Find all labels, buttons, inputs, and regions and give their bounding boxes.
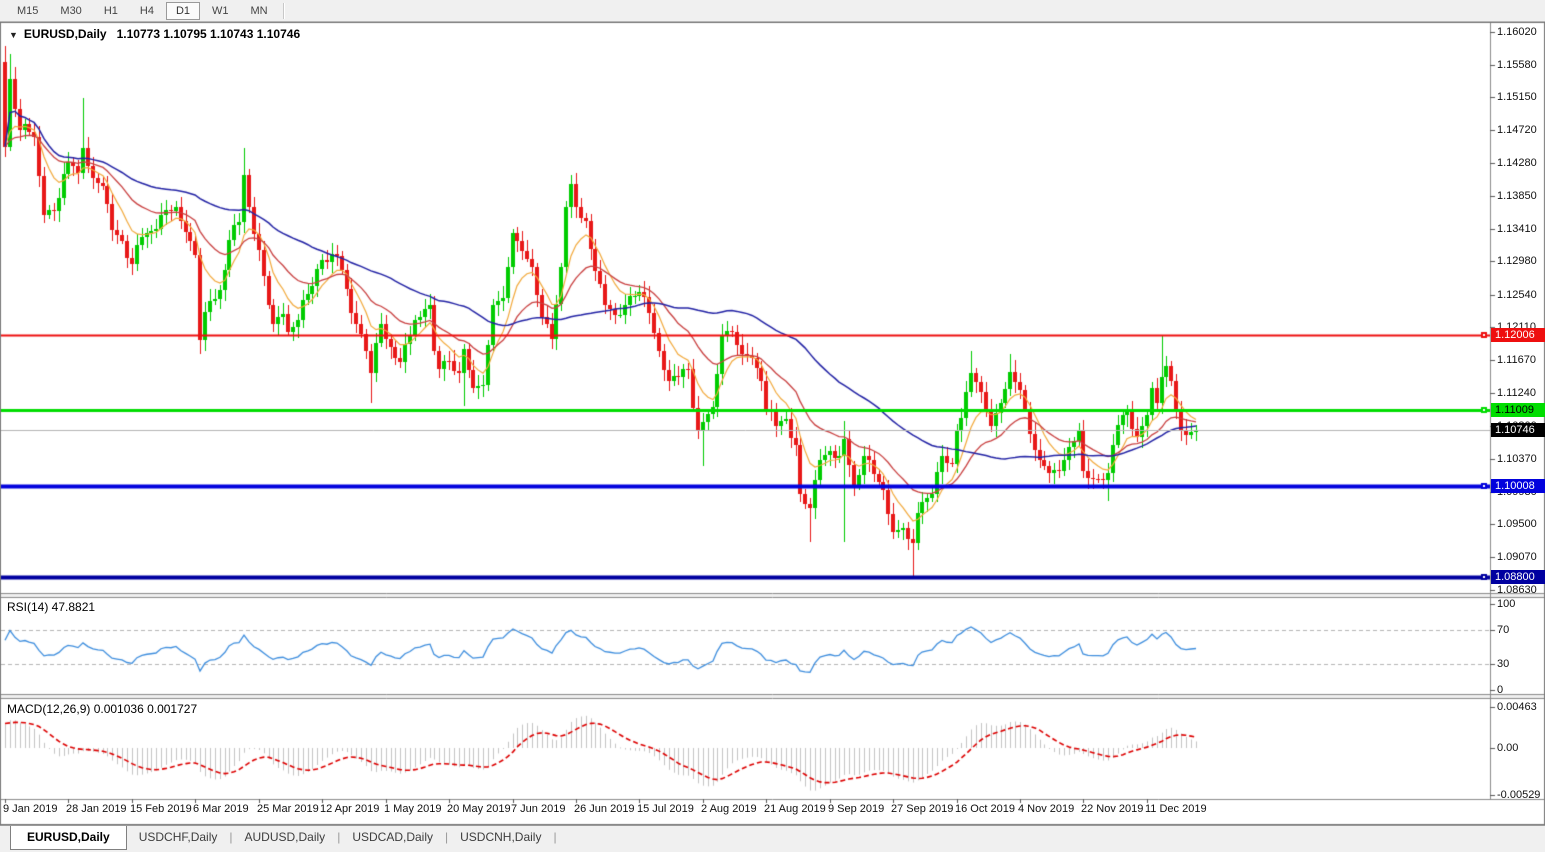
date-axis-label: 9 Jan 2019 <box>3 803 58 815</box>
date-axis-label: 11 Dec 2019 <box>1145 803 1207 815</box>
timeframe-button-h1[interactable]: H1 <box>103 4 118 17</box>
timeframe-button-w1[interactable]: W1 <box>212 4 229 17</box>
date-axis-label: 9 Sep 2019 <box>828 803 885 815</box>
macd-axis-tick: 0.00 <box>1497 742 1519 754</box>
chart-ohlc-values: 1.10773 1.10795 1.10743 1.10746 <box>116 27 301 41</box>
date-axis-label: 25 Mar 2019 <box>257 803 319 815</box>
price-axis-tick: 1.15580 <box>1497 58 1537 71</box>
date-axis-label: 20 May 2019 <box>447 803 511 815</box>
date-axis-label: 4 Nov 2019 <box>1018 803 1075 815</box>
current-price-badge: 1.10746 <box>1491 423 1545 437</box>
date-axis-label: 27 Sep 2019 <box>891 803 954 815</box>
rsi-axis-tick: 100 <box>1497 598 1516 610</box>
date-axis-label: 16 Oct 2019 <box>955 803 1015 815</box>
date-axis-label: 21 Aug 2019 <box>764 803 826 815</box>
price-axis-tick: 1.13850 <box>1497 189 1537 202</box>
support-line-green-price-badge: 1.11009 <box>1491 403 1545 417</box>
support-line-blue-price-badge: 1.10008 <box>1491 479 1545 493</box>
price-chart-canvas[interactable] <box>0 22 1545 825</box>
tab-separator: | <box>337 830 341 844</box>
date-axis-label: 2 Aug 2019 <box>701 803 757 815</box>
date-axis-label: 12 Apr 2019 <box>320 803 380 815</box>
symbol-dropdown-arrow-icon[interactable]: ▼ <box>9 30 18 40</box>
chart-window: ▼ EURUSD,Daily 1.10773 1.10795 1.10743 1.1… <box>0 22 1545 825</box>
date-axis-label: 26 Jun 2019 <box>574 803 635 815</box>
price-axis-tick: 1.09070 <box>1497 550 1537 563</box>
rsi-axis-tick: 0 <box>1497 684 1504 696</box>
price-axis-tick: 1.11670 <box>1497 354 1536 367</box>
toolbar-separator <box>282 2 285 19</box>
date-axis-label: 22 Nov 2019 <box>1081 803 1144 815</box>
chart-tab-usdchf[interactable]: USDCHF,Daily <box>138 830 218 844</box>
chart-symbol-label: EURUSD,Daily <box>23 27 107 41</box>
chart-tabs-bar: EURUSD,Daily USDCHF,Daily | AUDUSD,Daily | US… <box>0 825 1545 852</box>
timeframe-button-d1[interactable]: D1 <box>165 1 200 20</box>
timeframe-button-m30[interactable]: M30 <box>60 4 82 17</box>
price-axis-tick: 1.14280 <box>1497 157 1537 170</box>
price-axis-tick: 1.14720 <box>1497 123 1537 136</box>
price-axis-tick: 1.11240 <box>1497 386 1536 399</box>
macd-indicator-label: MACD(12,26,9) 0.001036 0.001727 <box>7 702 198 716</box>
price-axis-tick: 1.15150 <box>1497 91 1537 104</box>
macd-axis-tick: 0.00463 <box>1497 701 1537 714</box>
chart-tab-usdcnh[interactable]: USDCNH,Daily <box>460 830 542 844</box>
date-axis-label: 7 Jun 2019 <box>511 803 566 815</box>
support-line-navy-price-badge: 1.08800 <box>1491 570 1545 584</box>
price-axis-tick: 1.08630 <box>1497 584 1537 597</box>
date-axis-label: 15 Jul 2019 <box>637 803 694 815</box>
timeframe-button-mn[interactable]: MN <box>250 4 268 17</box>
price-axis-tick: 1.16020 <box>1497 25 1537 38</box>
rsi-axis-tick: 70 <box>1497 623 1510 636</box>
price-axis-tick: 1.09500 <box>1497 518 1537 531</box>
timeframe-toolbar: M15 M30 H1 H4 D1 W1 MN <box>0 0 1545 22</box>
macd-axis-tick: -0.00529 <box>1497 788 1541 801</box>
tab-separator: | <box>229 830 233 844</box>
timeframe-button-h4[interactable]: H4 <box>139 4 154 17</box>
resistance-line-price-badge: 1.12006 <box>1491 328 1545 342</box>
chart-tab-usdcad[interactable]: USDCAD,Daily <box>352 830 433 844</box>
chart-title: ▼ EURUSD,Daily 1.10773 1.10795 1.10743 1.1… <box>9 27 300 41</box>
date-axis-label: 15 Feb 2019 <box>130 803 192 815</box>
tab-separator: | <box>445 830 449 844</box>
chart-tab-audusd[interactable]: AUDUSD,Daily <box>244 830 326 844</box>
price-axis-tick: 1.13410 <box>1497 222 1537 235</box>
chart-tab-eurusd[interactable]: EURUSD,Daily <box>10 826 127 850</box>
date-axis-label: 1 May 2019 <box>384 803 442 815</box>
timeframe-button-m15[interactable]: M15 <box>17 4 39 17</box>
date-axis-label: 28 Jan 2019 <box>66 803 127 815</box>
price-axis-tick: 1.10370 <box>1497 452 1537 465</box>
price-axis-tick: 1.12540 <box>1497 288 1537 301</box>
rsi-axis-tick: 30 <box>1497 658 1510 671</box>
tab-separator: | <box>553 830 557 844</box>
price-axis-tick: 1.12980 <box>1497 255 1537 268</box>
rsi-indicator-label: RSI(14) 47.8821 <box>7 600 96 614</box>
date-axis-label: 6 Mar 2019 <box>193 803 249 815</box>
